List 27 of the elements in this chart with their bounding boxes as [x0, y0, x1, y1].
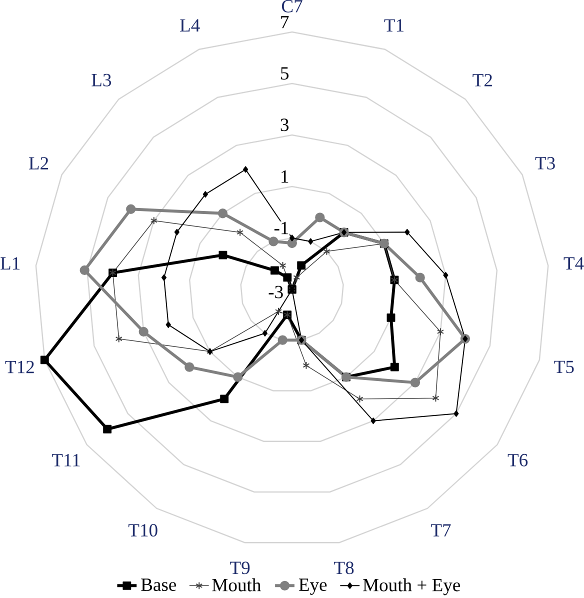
- spoke-label: T4: [564, 257, 584, 270]
- spoke-label: L4: [180, 19, 200, 32]
- spoke-label: T9: [230, 562, 250, 574]
- legend-label: Eye: [298, 578, 327, 595]
- spoke-label: T8: [334, 562, 354, 574]
- legend-label: Base: [141, 578, 176, 591]
- spoke-label: T12: [5, 360, 34, 374]
- spoke-label: L1: [0, 257, 20, 270]
- y-tick-label: 1: [282, 170, 288, 183]
- spoke-label: T5: [554, 360, 574, 374]
- spoke-label: T11: [52, 454, 80, 466]
- spoke-label: T10: [128, 524, 158, 537]
- spoke-label: T1: [384, 19, 404, 32]
- y-tick-label: 3: [280, 118, 288, 132]
- spoke-label: C7: [282, 0, 302, 12]
- y-tick-label: -1: [274, 222, 288, 234]
- spoke-label: T3: [535, 156, 555, 170]
- legend-label: Mouth + Eye: [363, 578, 460, 596]
- y-tick-label: -3: [268, 286, 283, 298]
- legend-label: Mouth: [212, 578, 261, 592]
- spoke-label: T6: [508, 454, 528, 466]
- spoke-label: L3: [92, 74, 111, 86]
- y-tick-label: 5: [281, 67, 288, 80]
- spoke-label: L2: [28, 157, 48, 170]
- y-tick-label: 7: [281, 16, 289, 28]
- spoke-label: T7: [430, 524, 451, 536]
- spoke-label: T2: [472, 74, 492, 86]
